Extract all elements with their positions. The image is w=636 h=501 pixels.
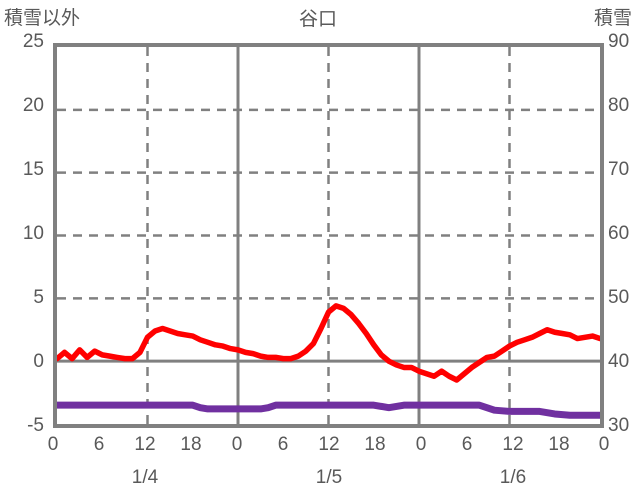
y-tick-right: 40 xyxy=(608,351,630,372)
x-tick: 18 xyxy=(180,434,202,455)
y-tick-left: 25 xyxy=(22,31,44,52)
y-tick-left: 0 xyxy=(33,351,44,372)
x-tick: 0 xyxy=(47,434,59,455)
x-day-label: 1/4 xyxy=(131,467,159,488)
y-tick-right: 70 xyxy=(608,159,630,180)
series-line-non-snow xyxy=(57,303,600,383)
x-day-label: 1/5 xyxy=(315,467,343,488)
y-tick-right: 30 xyxy=(608,415,630,436)
x-tick: 6 xyxy=(277,434,289,455)
left-axis-title: 積雪以外 xyxy=(4,8,81,29)
x-tick: 0 xyxy=(231,434,243,455)
y-tick-left: 5 xyxy=(33,287,44,308)
x-tick: 12 xyxy=(502,434,524,455)
y-tick-left: 20 xyxy=(22,95,44,116)
series-line-snow-depth xyxy=(57,401,600,419)
x-tick: 0 xyxy=(598,434,610,455)
page-title: 谷口 xyxy=(298,9,337,30)
x-tick: 12 xyxy=(134,434,156,455)
y-tick-left: 15 xyxy=(22,159,44,180)
grid-lines xyxy=(57,47,600,424)
x-tick: 18 xyxy=(364,434,386,455)
x-tick: 12 xyxy=(318,434,340,455)
y-tick-right: 60 xyxy=(608,223,630,244)
x-tick: 6 xyxy=(93,434,105,455)
y-tick-left: -5 xyxy=(27,415,44,436)
series-lines xyxy=(57,303,600,419)
plot-area xyxy=(53,43,604,428)
right-axis-title: 積雪 xyxy=(593,8,632,29)
y-tick-right: 80 xyxy=(608,95,630,116)
x-tick: 6 xyxy=(461,434,473,455)
x-tick: 18 xyxy=(548,434,570,455)
x-day-label: 1/6 xyxy=(499,467,527,488)
y-tick-left: 10 xyxy=(22,223,44,244)
x-tick: 0 xyxy=(415,434,427,455)
y-tick-right: 90 xyxy=(608,31,630,52)
y-tick-right: 50 xyxy=(608,287,630,308)
